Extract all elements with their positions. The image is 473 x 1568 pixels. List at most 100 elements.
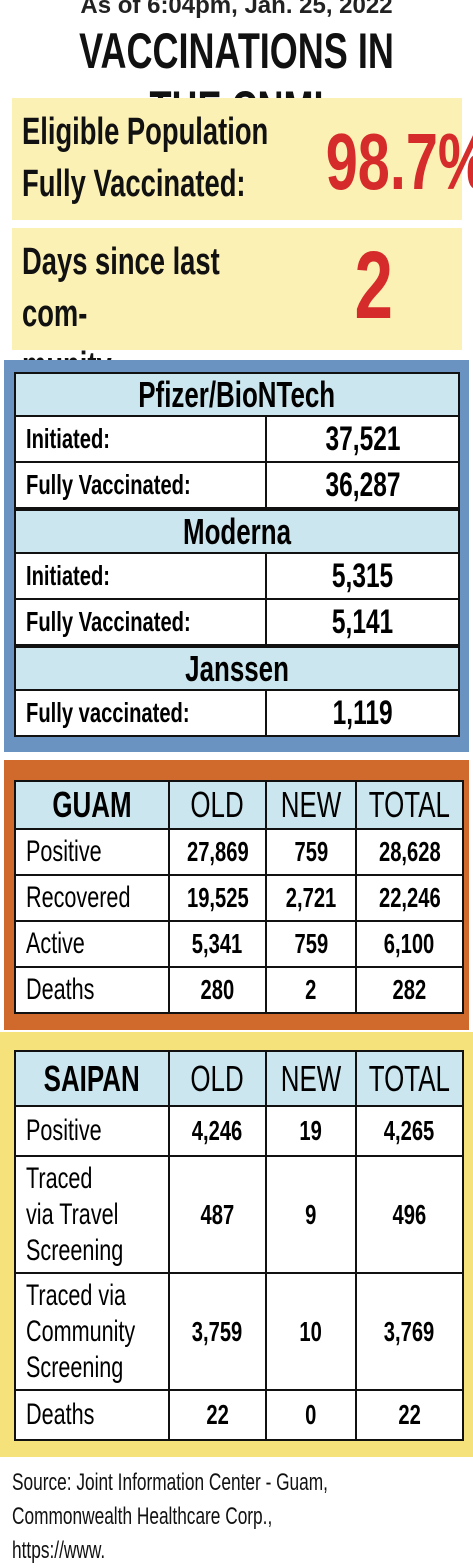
guam-cell: 28,628 xyxy=(355,828,464,876)
column-header: NEW xyxy=(280,784,342,825)
vaccine-row-value: 1,119 xyxy=(265,689,460,737)
saipan-cell: 4,265 xyxy=(355,1105,464,1157)
saipan-cell: 3,769 xyxy=(355,1272,464,1391)
row-label: Fully Vaccinated: xyxy=(26,606,191,637)
count: 0 xyxy=(305,1399,317,1430)
count: 10 xyxy=(299,1315,323,1347)
column-header: GUAM xyxy=(52,784,132,825)
source: Source: Joint Information Center - Guam,… xyxy=(12,1469,328,1564)
guam-cell: Active xyxy=(14,920,170,968)
highlight-value-wrap: 2 xyxy=(294,236,454,336)
guam-header-cell: TOTAL xyxy=(355,780,464,830)
vaccine-row-label: Initiated: xyxy=(14,552,267,600)
guam-cell: 2 xyxy=(265,966,357,1014)
guam-cell: 19,525 xyxy=(168,874,267,922)
count: 4,246 xyxy=(192,1115,243,1146)
saipan-cell: Traced via Travel Screening xyxy=(14,1155,170,1274)
vaccine-header: Janssen xyxy=(14,646,460,691)
saipan-cell: 487 xyxy=(168,1155,267,1274)
row-label: Traced via Travel Screening xyxy=(26,1161,124,1267)
saipan-cell: Positive xyxy=(14,1105,170,1157)
count: 6,100 xyxy=(384,928,435,959)
highlight-value: 98.7% xyxy=(325,117,473,206)
count: 282 xyxy=(392,974,427,1005)
guam-header-cell: NEW xyxy=(265,780,357,830)
highlight-value: 2 xyxy=(354,232,394,339)
saipan-header-cell: SAIPAN xyxy=(14,1050,170,1107)
column-header: SAIPAN xyxy=(43,1057,141,1099)
row-label: Active xyxy=(26,927,85,960)
count: 19 xyxy=(299,1115,323,1146)
vaccine-row-value: 37,521 xyxy=(265,415,460,463)
vaccine-header: Pfizer/BioNTech xyxy=(14,372,460,417)
guam-cell: 759 xyxy=(265,828,357,876)
count: 759 xyxy=(294,928,328,959)
column-header: NEW xyxy=(280,1057,342,1099)
column-header: OLD xyxy=(190,1057,245,1099)
saipan-header-cell: OLD xyxy=(168,1050,267,1107)
row-value: 5,315 xyxy=(331,556,394,595)
guam-cell: 5,341 xyxy=(168,920,267,968)
count: 496 xyxy=(392,1198,427,1230)
vaccine-header: Moderna xyxy=(14,509,460,554)
vaccine-row-value: 5,315 xyxy=(265,552,460,600)
row-label: Recovered xyxy=(26,881,131,914)
count: 22 xyxy=(398,1399,421,1430)
saipan-cell: 19 xyxy=(265,1105,357,1157)
guam-cell: Positive xyxy=(14,828,170,876)
row-label: Initiated: xyxy=(26,560,111,591)
column-header: TOTAL xyxy=(368,784,451,825)
saipan-cell: 22 xyxy=(168,1389,267,1441)
count: 3,759 xyxy=(192,1315,243,1347)
row-label: Fully Vaccinated: xyxy=(26,469,191,500)
saipan-header-cell: TOTAL xyxy=(355,1050,464,1107)
guam-cell: 22,246 xyxy=(355,874,464,922)
row-label: Initiated: xyxy=(26,423,111,454)
count: 3,769 xyxy=(384,1315,435,1347)
row-label: Fully vaccinated: xyxy=(26,697,190,728)
count: 19,525 xyxy=(186,882,249,913)
date: As of 6:04pm, Jan. 25, 2022 xyxy=(80,0,393,19)
saipan-cell: 10 xyxy=(265,1272,357,1391)
saipan-cell: 0 xyxy=(265,1389,357,1441)
row-value: 5,141 xyxy=(331,602,394,641)
guam-cell: 27,869 xyxy=(168,828,267,876)
highlight-box: Days since last com- munity transmission… xyxy=(12,228,462,439)
vaccine-row-label: Fully Vaccinated: xyxy=(14,598,267,646)
count: 280 xyxy=(200,974,235,1005)
saipan-cell: 9 xyxy=(265,1155,357,1274)
row-value: 36,287 xyxy=(325,465,400,504)
vaccine-row-value: 36,287 xyxy=(265,461,460,509)
row-value: 37,521 xyxy=(325,419,400,458)
saipan-cell: 4,246 xyxy=(168,1105,267,1157)
count: 2,721 xyxy=(285,882,337,913)
guam-cell: 759 xyxy=(265,920,357,968)
vaccine-row-label: Fully vaccinated: xyxy=(14,689,267,737)
guam-cell: Recovered xyxy=(14,874,170,922)
count: 22,246 xyxy=(378,882,441,913)
vaccine-row-value: 5,141 xyxy=(265,598,460,646)
row-label: Positive xyxy=(26,835,102,868)
count: 2 xyxy=(305,974,317,1005)
saipan-cell: Traced via Community Screening xyxy=(14,1272,170,1391)
row-label: Positive xyxy=(26,1114,102,1147)
saipan-cell: Deaths xyxy=(14,1389,170,1441)
saipan-cell: 3,759 xyxy=(168,1272,267,1391)
count: 4,265 xyxy=(384,1115,435,1146)
count: 487 xyxy=(200,1198,235,1230)
column-header: TOTAL xyxy=(368,1057,451,1099)
vaccine-name: Moderna xyxy=(182,510,291,552)
vaccine-name: Pfizer/BioNTech xyxy=(138,373,336,415)
row-value: 1,119 xyxy=(332,693,393,732)
guam-cell: 6,100 xyxy=(355,920,464,968)
guam-header-cell: GUAM xyxy=(14,780,170,830)
count: 22 xyxy=(206,1399,229,1430)
highlight-box: Eligible Population Fully Vaccinated: 98.… xyxy=(12,98,473,220)
saipan-cell: 22 xyxy=(355,1389,464,1441)
row-label: Traced via Community Screening xyxy=(26,1278,136,1384)
highlight-value-wrap: 98.7% xyxy=(294,112,473,212)
guam-cell: Deaths xyxy=(14,966,170,1014)
source-wrap: Source: Joint Information Center - Guam,… xyxy=(12,1466,472,1568)
saipan-cell: 496 xyxy=(355,1155,464,1274)
